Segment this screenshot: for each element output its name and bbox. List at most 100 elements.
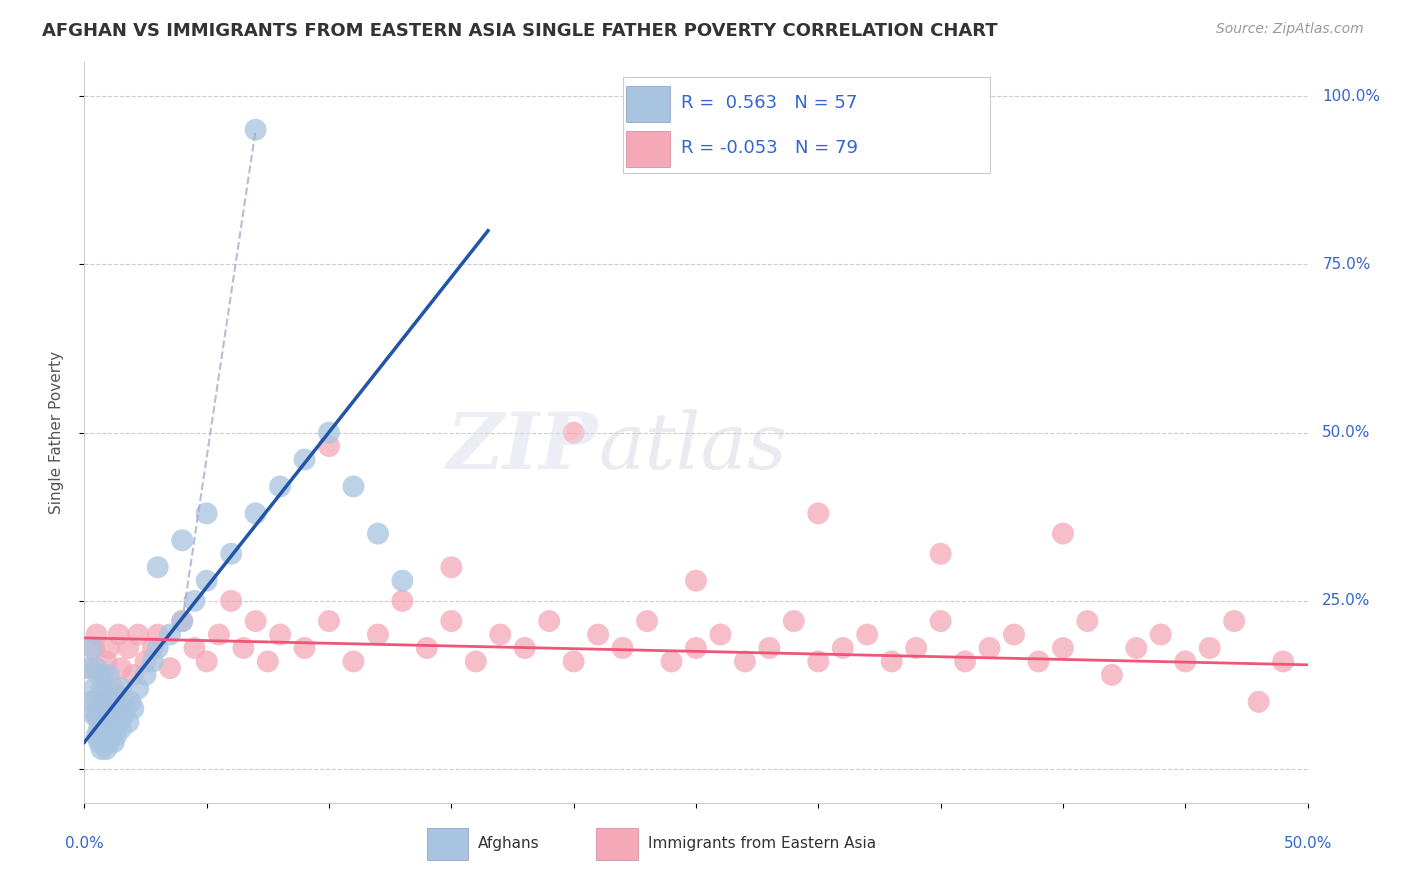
Point xyxy=(245,122,267,136)
Point xyxy=(112,695,135,709)
Point xyxy=(97,640,120,655)
Point xyxy=(83,681,105,696)
Point xyxy=(1198,640,1220,655)
Point xyxy=(783,614,806,628)
Point xyxy=(142,640,165,655)
Point xyxy=(146,560,169,574)
Point xyxy=(103,735,125,749)
Point xyxy=(90,701,112,715)
Point xyxy=(135,668,157,682)
Point xyxy=(93,668,115,682)
Point xyxy=(100,729,122,743)
Point xyxy=(127,627,149,641)
Point xyxy=(97,708,120,723)
Point xyxy=(367,627,389,641)
Point xyxy=(96,695,118,709)
Point xyxy=(87,668,110,682)
Point xyxy=(97,668,120,682)
Point xyxy=(1076,614,1098,628)
Point xyxy=(257,655,280,669)
Point xyxy=(97,708,120,723)
Point xyxy=(83,708,105,723)
Point xyxy=(391,574,413,588)
Point xyxy=(880,655,903,669)
Point xyxy=(318,439,340,453)
Point xyxy=(1247,695,1270,709)
Point xyxy=(90,722,112,736)
Point xyxy=(1052,640,1074,655)
Point xyxy=(87,722,110,736)
Point xyxy=(1272,655,1295,669)
Point xyxy=(269,479,291,493)
Text: 25.0%: 25.0% xyxy=(1322,593,1371,608)
Point xyxy=(685,640,707,655)
Point xyxy=(120,695,142,709)
Point xyxy=(709,627,731,641)
Point xyxy=(110,722,132,736)
Point xyxy=(661,655,683,669)
Point xyxy=(86,708,108,723)
Point xyxy=(1002,627,1025,641)
Point xyxy=(77,661,100,675)
Text: 50.0%: 50.0% xyxy=(1284,836,1331,851)
Point xyxy=(172,533,194,548)
Point xyxy=(685,574,707,588)
Point xyxy=(96,742,118,756)
Text: Source: ZipAtlas.com: Source: ZipAtlas.com xyxy=(1216,22,1364,37)
Text: AFGHAN VS IMMIGRANTS FROM EASTERN ASIA SINGLE FATHER POVERTY CORRELATION CHART: AFGHAN VS IMMIGRANTS FROM EASTERN ASIA S… xyxy=(42,22,998,40)
Point xyxy=(758,640,780,655)
Point xyxy=(318,425,340,440)
Point xyxy=(105,688,128,702)
Point xyxy=(612,640,634,655)
Point xyxy=(538,614,561,628)
Point xyxy=(87,695,110,709)
Point xyxy=(856,627,879,641)
Point xyxy=(195,655,218,669)
Point xyxy=(90,681,112,696)
Point xyxy=(172,614,194,628)
Point xyxy=(342,655,364,669)
Point xyxy=(87,735,110,749)
Point xyxy=(93,681,115,696)
Point xyxy=(1028,655,1050,669)
Point xyxy=(807,655,830,669)
Point xyxy=(562,425,585,440)
Point xyxy=(586,627,609,641)
Point xyxy=(831,640,853,655)
Point xyxy=(86,729,108,743)
Point xyxy=(146,627,169,641)
Point xyxy=(440,614,463,628)
Text: 100.0%: 100.0% xyxy=(1322,88,1381,103)
Point xyxy=(159,661,181,675)
Text: 0.0%: 0.0% xyxy=(65,836,104,851)
Point xyxy=(96,655,118,669)
Point xyxy=(367,526,389,541)
Point xyxy=(294,452,316,467)
Point xyxy=(208,627,231,641)
Point xyxy=(93,714,115,729)
Point xyxy=(489,627,512,641)
Point xyxy=(1174,655,1197,669)
Point xyxy=(195,507,218,521)
Point xyxy=(77,661,100,675)
Point xyxy=(294,640,316,655)
Point xyxy=(80,640,103,655)
Point xyxy=(219,547,242,561)
Point xyxy=(905,640,928,655)
Point xyxy=(929,614,952,628)
Point xyxy=(245,507,267,521)
Point xyxy=(103,681,125,696)
Point xyxy=(464,655,486,669)
Point xyxy=(146,640,169,655)
Point xyxy=(1125,640,1147,655)
Point xyxy=(117,714,139,729)
Point xyxy=(562,655,585,669)
Point xyxy=(112,708,135,723)
Point xyxy=(107,627,129,641)
Point xyxy=(90,742,112,756)
Point xyxy=(342,479,364,493)
Point xyxy=(172,614,194,628)
Point xyxy=(86,627,108,641)
Point xyxy=(100,695,122,709)
Point xyxy=(110,681,132,696)
